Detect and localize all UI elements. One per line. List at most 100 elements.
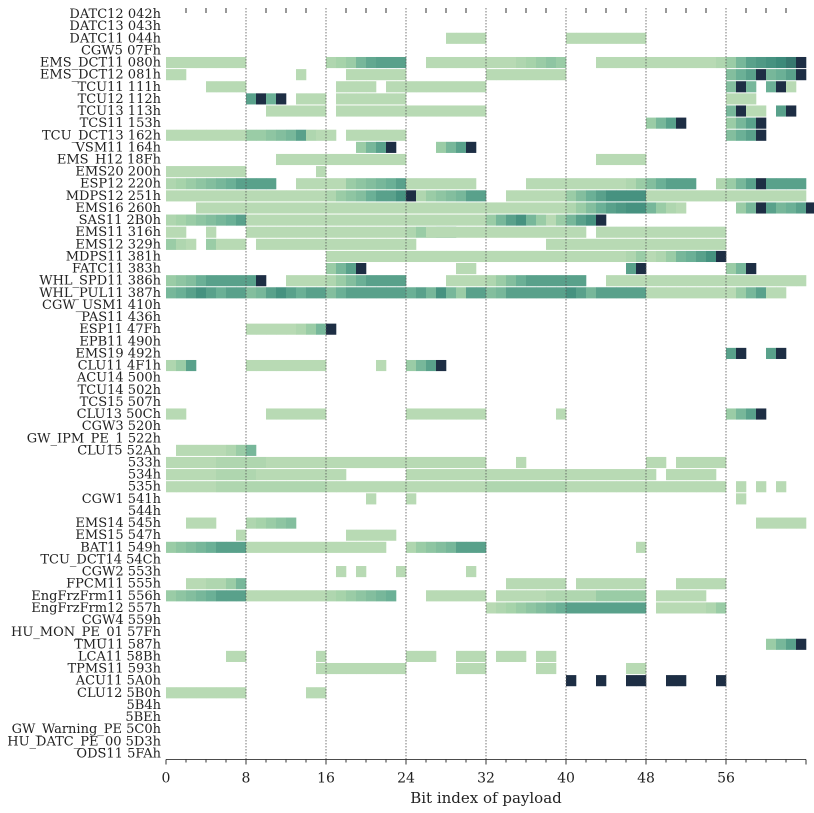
heatmap-cell: [486, 56, 497, 69]
row-label: DATC11 044h: [69, 31, 161, 46]
heatmap-cell: [426, 287, 437, 299]
heatmap-cell: [456, 263, 467, 275]
heatmap-cell: [686, 456, 697, 469]
heatmap-cell: [736, 493, 747, 505]
heatmap-cell: [396, 153, 407, 166]
heatmap-cell: [566, 178, 577, 190]
heatmap-cell: [576, 202, 587, 214]
heatmap-cell: [226, 129, 237, 141]
heatmap-cell: [166, 238, 177, 250]
heatmap-cell: [546, 590, 557, 602]
heatmap-cell: [446, 287, 457, 299]
heatmap-cell: [566, 250, 577, 263]
heatmap-cell: [756, 178, 767, 190]
heatmap-cell: [596, 32, 607, 44]
heatmap-cell: [576, 287, 587, 299]
heatmap-cell: [796, 178, 807, 190]
heatmap-cell: [426, 481, 437, 493]
heatmap-cell: [336, 469, 347, 481]
heatmap-cell: [396, 202, 407, 214]
heatmap-cell: [636, 481, 647, 493]
row-label: 5BEh: [125, 710, 161, 725]
row-label: CGW_USM1 410h: [42, 298, 162, 313]
heatmap-cell: [606, 226, 617, 238]
heatmap-cell: [406, 493, 417, 505]
heatmap-cell: [556, 590, 567, 602]
heatmap-cell: [416, 105, 427, 117]
heatmap-cell: [256, 129, 267, 141]
row-label: TMU11 587h: [74, 637, 161, 652]
heatmap-cell: [196, 578, 207, 590]
heatmap-cell: [356, 226, 367, 238]
heatmap-cell: [286, 202, 297, 214]
heatmap-cell: [206, 590, 217, 602]
heatmap-cell: [776, 178, 787, 190]
heatmap-cell: [456, 202, 467, 214]
heatmap-cell: [226, 166, 237, 178]
heatmap-cell: [386, 481, 397, 493]
heatmap-cell: [606, 250, 617, 263]
heatmap-cell: [556, 469, 567, 481]
row-label: LCA11 58Bh: [78, 649, 162, 664]
heatmap-cell: [646, 117, 657, 129]
heatmap-cell: [516, 456, 527, 469]
heatmap-cell: [586, 190, 597, 202]
heatmap-cell: [226, 444, 237, 456]
heatmap-cell: [466, 141, 477, 153]
heatmap-cell: [316, 323, 327, 335]
heatmap-cell: [476, 590, 487, 602]
heatmap-cell: [756, 287, 767, 299]
heatmap-cell: [526, 275, 537, 287]
heatmap-cell: [196, 469, 207, 481]
heatmap-cell: [706, 469, 717, 481]
heatmap-cell: [786, 56, 797, 69]
heatmap-cell: [666, 238, 677, 250]
row-label: HU_MON_PE_01 57Fh: [11, 625, 162, 640]
heatmap-cell: [756, 105, 767, 117]
heatmap-cell: [576, 578, 587, 590]
heatmap-cell: [176, 214, 187, 226]
heatmap-cell: [326, 250, 337, 263]
heatmap-cell: [256, 481, 267, 493]
heatmap-cell: [776, 517, 787, 529]
heatmap-cell: [626, 578, 637, 590]
heatmap-cell: [576, 469, 587, 481]
heatmap-cell: [316, 650, 327, 662]
heatmap-cell: [526, 69, 537, 81]
heatmap-cell: [236, 481, 247, 493]
heatmap-cell: [306, 105, 317, 117]
heatmap-cell: [656, 481, 667, 493]
heatmap-cell: [186, 190, 197, 202]
heatmap-cell: [246, 93, 257, 105]
heatmap-cell: [446, 141, 457, 153]
heatmap-cell: [326, 263, 337, 275]
heatmap-cell: [456, 408, 467, 420]
heatmap-cell: [686, 578, 697, 590]
row-label: EMS_H12 18Fh: [57, 153, 162, 168]
heatmap-cell: [456, 105, 467, 117]
heatmap-cell: [206, 275, 217, 287]
heatmap-cell: [626, 153, 637, 166]
heatmap-cell: [326, 202, 337, 214]
heatmap-cell: [636, 263, 647, 275]
heatmap-cell: [516, 650, 527, 662]
heatmap-cell: [546, 578, 557, 590]
heatmap-cell: [776, 481, 787, 493]
heatmap-cell: [296, 275, 307, 287]
heatmap-cell: [596, 287, 607, 299]
row-label: CGW3 520h: [82, 419, 162, 434]
heatmap-cell: [206, 202, 217, 214]
heatmap-cell: [626, 481, 637, 493]
heatmap-cell: [176, 456, 187, 469]
heatmap-cell: [216, 166, 227, 178]
heatmap-cell: [306, 287, 317, 299]
heatmap-cell: [306, 359, 317, 372]
heatmap-cell: [316, 214, 327, 226]
heatmap-cell: [506, 481, 517, 493]
heatmap-cell: [336, 105, 347, 117]
heatmap-cell: [576, 190, 587, 202]
heatmap-cell: [376, 141, 387, 153]
heatmap-cell: [726, 408, 737, 420]
heatmap-cell: [256, 93, 267, 105]
heatmap-cell: [346, 456, 357, 469]
